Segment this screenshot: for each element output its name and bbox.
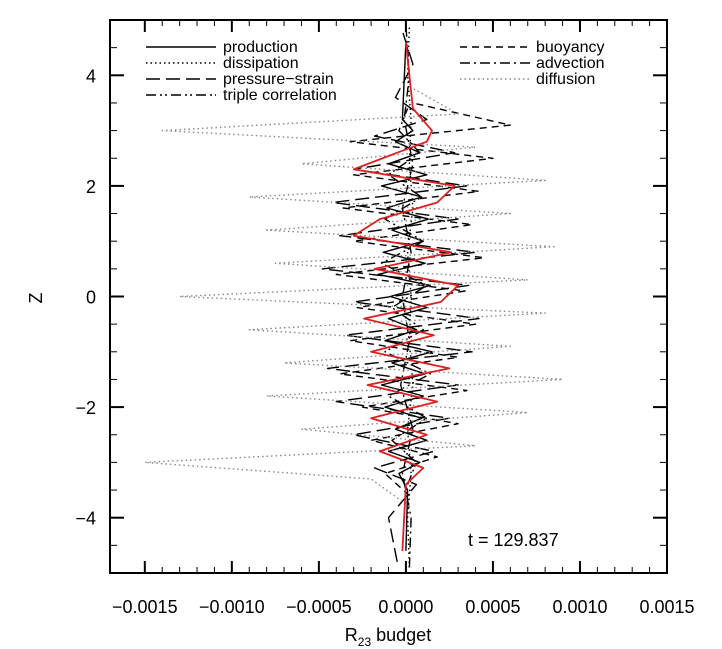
legend: productiondissipationpressure−straintrip… <box>146 39 605 104</box>
x-tick-label: 0.0010 <box>552 597 607 617</box>
time-annotation: t = 129.837 <box>468 530 559 550</box>
legend-label: production <box>223 39 298 56</box>
y-tick-label: −2 <box>75 398 96 418</box>
series-line-advection <box>400 25 414 568</box>
y-axis-title: Z <box>26 293 46 304</box>
x-tick-label: 0.0015 <box>639 597 694 617</box>
series-line-red-curve <box>352 42 459 551</box>
legend-label: triple correlation <box>223 87 337 104</box>
series-line-triple-correlation <box>380 108 431 485</box>
x-axis-title-rest: budget <box>371 625 431 645</box>
x-axis-title-main: R <box>345 625 358 645</box>
y-tick-label: 0 <box>86 288 96 308</box>
y-tick-label: 2 <box>86 177 96 197</box>
legend-label: buoyancy <box>536 39 605 56</box>
y-tick-label: −4 <box>75 509 96 529</box>
y-tick-label: 4 <box>86 66 96 86</box>
x-tick-label: −0.0010 <box>199 597 265 617</box>
x-axis-title: R23 budget <box>345 625 431 649</box>
legend-label: dissipation <box>223 55 299 72</box>
x-tick-label: 0.0000 <box>378 597 433 617</box>
x-tick-label: −0.0015 <box>112 597 178 617</box>
y-axis: −4 −2 0 2 4 <box>75 19 667 574</box>
series-line-production <box>377 42 433 551</box>
x-tick-label: 0.0005 <box>465 597 520 617</box>
x-axis: −0.0015 −0.0010 −0.0005 0.0000 0.0005 0.0010 0… <box>112 20 695 617</box>
legend-label: pressure−strain <box>223 71 334 88</box>
series-line-pressure-strain <box>321 30 480 563</box>
x-axis-title-sub: 23 <box>358 635 372 649</box>
legend-label: diffusion <box>536 71 595 88</box>
x-tick-label: −0.0005 <box>286 597 352 617</box>
series-layer <box>144 25 564 568</box>
legend-label: advection <box>536 55 605 72</box>
series-line-buoyancy <box>335 102 511 497</box>
